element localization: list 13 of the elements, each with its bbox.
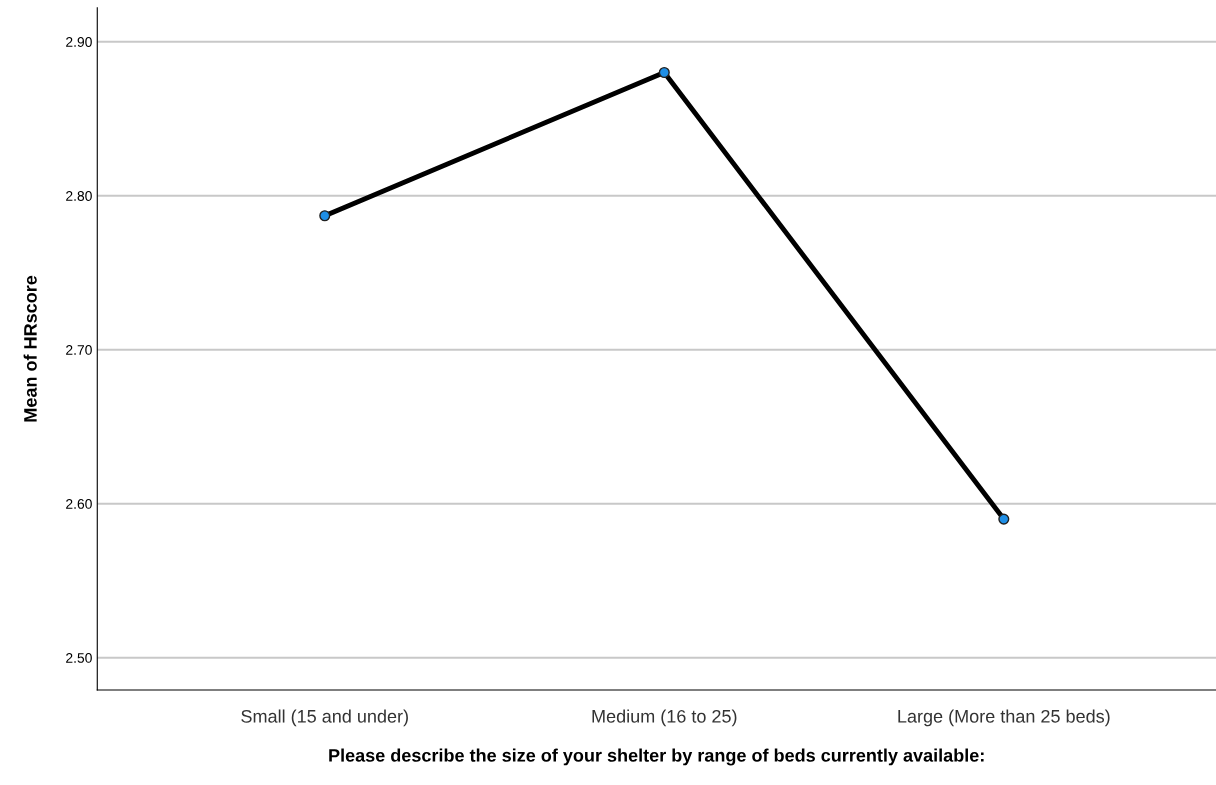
point bbox=[319, 210, 331, 222]
point bbox=[658, 66, 670, 79]
y-tick-label: 2.60 bbox=[66, 499, 92, 509]
x-tick-label: Medium (16 to 25) bbox=[592, 709, 737, 727]
y-tick-label: 2.50 bbox=[66, 653, 92, 663]
y-axis-title: Mean of HRscore bbox=[23, 275, 37, 422]
point bbox=[998, 513, 1010, 525]
x-axis-title: Please describe the size of your shelter by range of beds currently available: bbox=[329, 748, 984, 766]
x-tick-label: Large (More than 25 beds) bbox=[898, 709, 1110, 727]
y-tick-label: 2.90 bbox=[66, 37, 92, 47]
x-tick-label: Small (15 and under) bbox=[241, 709, 408, 727]
y-tick-label: 2.80 bbox=[66, 191, 92, 201]
y-tick-label: 2.70 bbox=[66, 345, 92, 355]
